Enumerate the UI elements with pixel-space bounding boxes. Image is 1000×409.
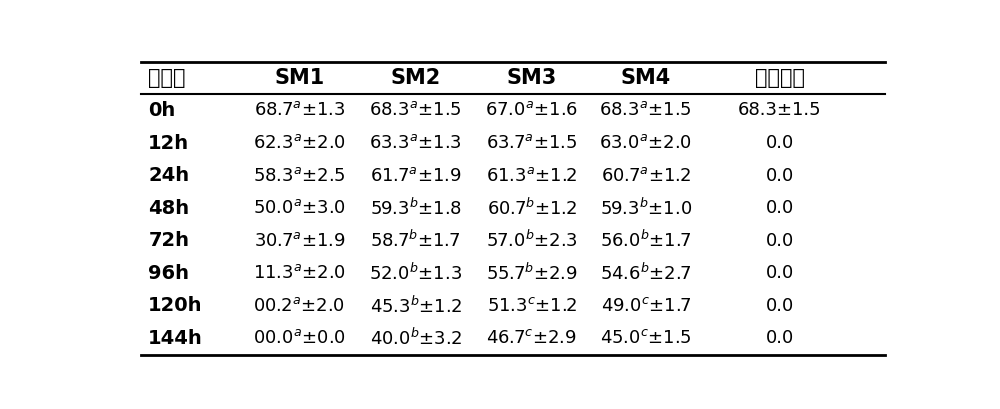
Text: SM4: SM4 (621, 68, 671, 88)
Text: 00.2$^{a}$±2.0: 00.2$^{a}$±2.0 (253, 297, 345, 315)
Text: 56.0$^{b}$±1.7: 56.0$^{b}$±1.7 (600, 230, 692, 251)
Text: 阳性对照: 阳性对照 (755, 68, 805, 88)
Text: 63.7$^{a}$±1.5: 63.7$^{a}$±1.5 (486, 134, 577, 152)
Text: 12h: 12h (148, 133, 189, 153)
Text: 49.0$^{c}$±1.7: 49.0$^{c}$±1.7 (601, 297, 691, 315)
Text: 45.3$^{b}$±1.2: 45.3$^{b}$±1.2 (370, 295, 462, 316)
Text: 55.7$^{b}$±2.9: 55.7$^{b}$±2.9 (486, 263, 578, 284)
Text: 68.3$^{a}$±1.5: 68.3$^{a}$±1.5 (369, 101, 462, 119)
Text: 63.3$^{a}$±1.3: 63.3$^{a}$±1.3 (369, 134, 462, 152)
Text: 59.3$^{b}$±1.8: 59.3$^{b}$±1.8 (370, 198, 461, 219)
Text: 11.3$^{a}$±2.0: 11.3$^{a}$±2.0 (253, 264, 346, 282)
Text: 67.0$^{a}$±1.6: 67.0$^{a}$±1.6 (485, 101, 578, 119)
Text: 0.0: 0.0 (766, 199, 794, 217)
Text: 0.0: 0.0 (766, 264, 794, 282)
Text: 96h: 96h (148, 264, 189, 283)
Text: 60.7$^{a}$±1.2: 60.7$^{a}$±1.2 (601, 166, 691, 184)
Text: 72h: 72h (148, 231, 189, 250)
Text: 0.0: 0.0 (766, 231, 794, 249)
Text: 57.0$^{b}$±2.3: 57.0$^{b}$±2.3 (486, 230, 578, 251)
Text: 62.3$^{a}$±2.0: 62.3$^{a}$±2.0 (253, 134, 346, 152)
Text: 58.7$^{b}$±1.7: 58.7$^{b}$±1.7 (370, 230, 461, 251)
Text: 0.0: 0.0 (766, 166, 794, 184)
Text: 51.3$^{c}$±1.2: 51.3$^{c}$±1.2 (487, 297, 577, 315)
Text: 40.0$^{b}$±3.2: 40.0$^{b}$±3.2 (370, 328, 462, 349)
Text: 58.3$^{a}$±2.5: 58.3$^{a}$±2.5 (253, 166, 346, 184)
Text: 61.7$^{a}$±1.9: 61.7$^{a}$±1.9 (370, 166, 461, 184)
Text: 30.7$^{a}$±1.9: 30.7$^{a}$±1.9 (254, 231, 345, 249)
Text: 144h: 144h (148, 329, 203, 348)
Text: 48h: 48h (148, 199, 189, 218)
Text: 68.3±1.5: 68.3±1.5 (738, 101, 822, 119)
Text: 120h: 120h (148, 296, 203, 315)
Text: 54.6$^{b}$±2.7: 54.6$^{b}$±2.7 (600, 263, 692, 284)
Text: 0.0: 0.0 (766, 329, 794, 347)
Text: 0.0: 0.0 (766, 297, 794, 315)
Text: 63.0$^{a}$±2.0: 63.0$^{a}$±2.0 (599, 134, 692, 152)
Text: 61.3$^{a}$±1.2: 61.3$^{a}$±1.2 (486, 166, 578, 184)
Text: 68.3$^{a}$±1.5: 68.3$^{a}$±1.5 (599, 101, 692, 119)
Text: SM3: SM3 (507, 68, 557, 88)
Text: 45.0$^{c}$±1.5: 45.0$^{c}$±1.5 (600, 329, 692, 347)
Text: 稀释液: 稀释液 (148, 68, 186, 88)
Text: 24h: 24h (148, 166, 189, 185)
Text: 0h: 0h (148, 101, 176, 120)
Text: 46.7$^{c}$±2.9: 46.7$^{c}$±2.9 (486, 329, 577, 347)
Text: 0.0: 0.0 (766, 134, 794, 152)
Text: 59.3$^{b}$±1.0: 59.3$^{b}$±1.0 (600, 198, 692, 219)
Text: SM1: SM1 (274, 68, 324, 88)
Text: 00.0$^{a}$±0.0: 00.0$^{a}$±0.0 (253, 329, 346, 347)
Text: 60.7$^{b}$±1.2: 60.7$^{b}$±1.2 (487, 198, 577, 219)
Text: SM2: SM2 (390, 68, 441, 88)
Text: 68.7$^{a}$±1.3: 68.7$^{a}$±1.3 (254, 101, 345, 119)
Text: 52.0$^{b}$±1.3: 52.0$^{b}$±1.3 (369, 263, 462, 284)
Text: 50.0$^{a}$±3.0: 50.0$^{a}$±3.0 (253, 199, 346, 217)
